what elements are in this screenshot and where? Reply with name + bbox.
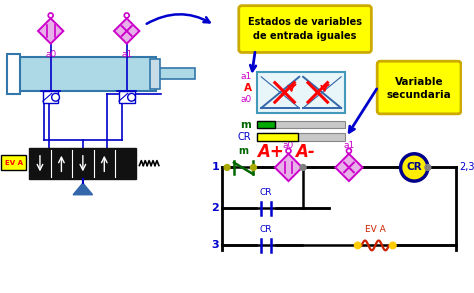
- Text: 2,3: 2,3: [459, 162, 474, 173]
- Circle shape: [389, 242, 396, 249]
- Text: Variable: Variable: [395, 77, 443, 87]
- FancyBboxPatch shape: [239, 6, 371, 52]
- Circle shape: [401, 154, 428, 181]
- Circle shape: [128, 93, 136, 101]
- FancyBboxPatch shape: [257, 133, 345, 141]
- Polygon shape: [38, 18, 64, 44]
- FancyBboxPatch shape: [7, 54, 20, 94]
- Text: CR: CR: [260, 188, 273, 197]
- FancyBboxPatch shape: [150, 59, 160, 89]
- FancyBboxPatch shape: [119, 91, 135, 103]
- FancyBboxPatch shape: [29, 148, 137, 179]
- Text: CR: CR: [238, 132, 252, 142]
- Polygon shape: [335, 154, 363, 181]
- Circle shape: [354, 242, 361, 249]
- Text: A-: A-: [295, 143, 315, 161]
- Circle shape: [300, 165, 306, 170]
- Text: CR: CR: [260, 225, 273, 234]
- FancyBboxPatch shape: [156, 68, 195, 79]
- Circle shape: [52, 93, 59, 101]
- Text: EV A: EV A: [5, 160, 23, 166]
- Text: a1: a1: [343, 141, 355, 150]
- FancyBboxPatch shape: [257, 133, 298, 141]
- Circle shape: [250, 165, 256, 170]
- Circle shape: [425, 165, 431, 170]
- Text: a1: a1: [121, 50, 132, 59]
- Polygon shape: [275, 154, 302, 181]
- Text: CR: CR: [406, 162, 422, 173]
- Text: A: A: [244, 83, 252, 93]
- Text: 1: 1: [211, 162, 219, 173]
- Text: 3: 3: [211, 241, 219, 251]
- FancyBboxPatch shape: [1, 155, 27, 170]
- Circle shape: [224, 165, 230, 170]
- Text: EV A: EV A: [365, 225, 386, 234]
- Text: de entrada iguales: de entrada iguales: [254, 31, 357, 41]
- Text: a1: a1: [240, 72, 252, 81]
- Polygon shape: [114, 18, 139, 44]
- Text: A+: A+: [256, 143, 283, 161]
- Polygon shape: [73, 183, 92, 195]
- Text: m: m: [241, 120, 252, 130]
- FancyBboxPatch shape: [377, 61, 461, 114]
- Text: 2: 2: [211, 203, 219, 213]
- Text: m: m: [239, 146, 249, 156]
- Text: Estados de variables: Estados de variables: [248, 17, 362, 27]
- Text: a0: a0: [240, 95, 252, 104]
- FancyBboxPatch shape: [10, 57, 156, 91]
- Text: a0: a0: [283, 141, 294, 150]
- FancyBboxPatch shape: [43, 91, 58, 103]
- FancyBboxPatch shape: [257, 121, 345, 128]
- FancyBboxPatch shape: [257, 121, 275, 128]
- Text: a0: a0: [45, 50, 56, 59]
- Text: secundaria: secundaria: [387, 90, 451, 100]
- FancyBboxPatch shape: [257, 72, 345, 113]
